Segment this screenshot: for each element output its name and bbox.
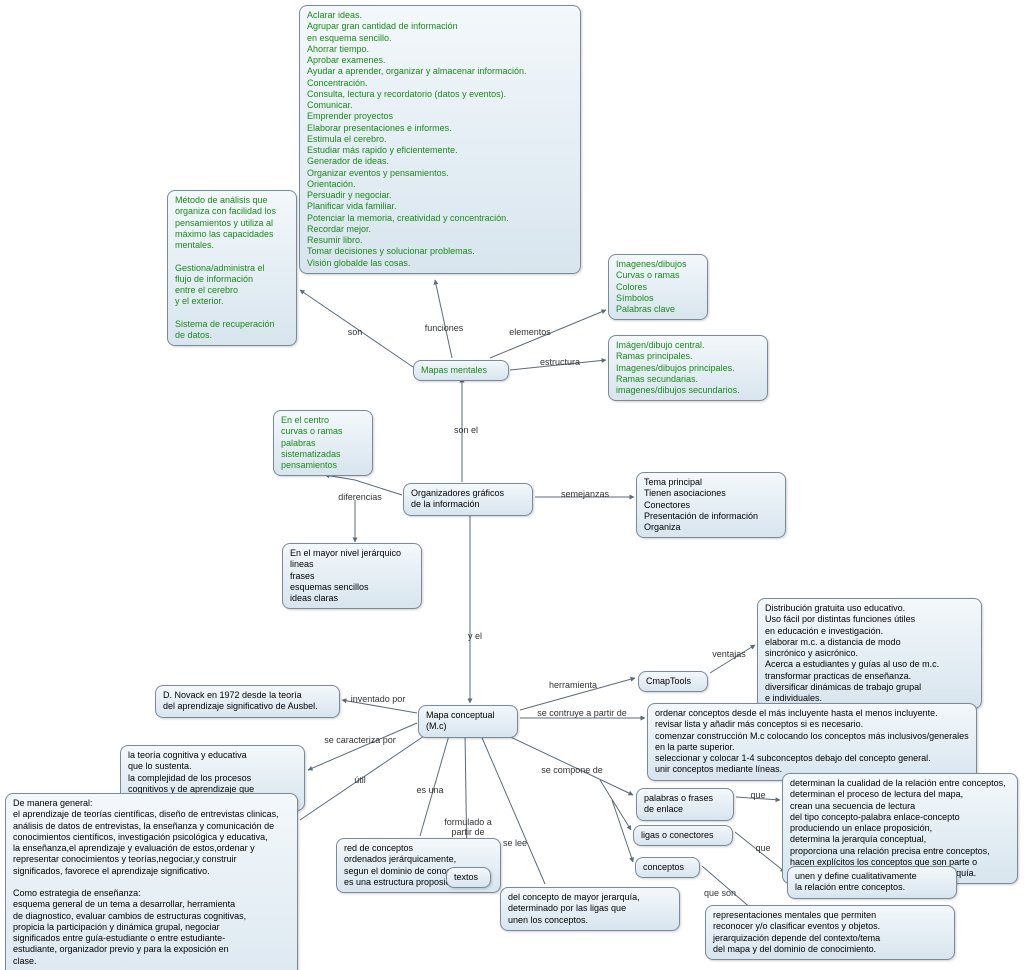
node-metodo: Método de análisis que organiza con faci… [167,190,297,346]
edge-label-0: son [348,327,363,337]
edge-label-11: se caracteriza por [324,735,396,745]
edge-label-12: útil [354,775,366,785]
node-diferencias_nivel: En el mayor nivel jerárquico lineas fras… [282,543,422,609]
node-textos: textos [446,867,491,888]
node-ligas: ligas o conectores [633,825,733,846]
node-conceptos_def: representaciones mentales que permiten r… [705,905,955,960]
edge-label-14: formulado a partir de [444,817,492,837]
node-semejanzas: Tema principal Tienen asociaciones Conec… [636,472,786,538]
edge-label-16: se compone de [541,765,603,775]
node-se_lee_det: del concepto de mayor jerarquía, determi… [500,887,680,931]
node-conceptos: conceptos [635,857,700,878]
edge-label-13: es una [416,785,443,795]
edge-label-21: ventajas [712,649,746,659]
node-diferencias_centro: En el centro curvas o ramas palabras sis… [273,410,373,476]
edge-label-9: y el [468,631,482,641]
node-cmaptools: CmapTools [638,671,708,692]
node-elementos: Imagenes/dibujos Curvas o ramas Colores … [608,254,708,320]
concept-map-canvas: Aclarar ideas. Agrupar gran cantidad de … [0,0,1024,970]
edge-label-23: que [755,843,770,853]
node-funciones: Aclarar ideas. Agrupar gran cantidad de … [299,5,581,274]
edge-label-22: que [750,790,765,800]
edge-label-5: diferencias [338,492,382,502]
edge-label-20: herramienta [549,680,597,690]
node-ventajas_cmap: Distribución gratuita uso educativo. Uso… [757,598,982,709]
node-novack: D. Novack en 1972 desde la teoría del ap… [155,685,340,718]
node-util_text: De manera general: el aprendizaje de teo… [5,793,298,970]
edge-label-2: elementos [509,327,551,337]
edge-16 [500,732,633,795]
edge-17 [600,780,631,830]
node-mapasmentales: Mapas mentales [413,360,509,381]
edge-label-8: semejanzas [561,489,609,499]
edge-label-10: inventado por [351,694,406,704]
edge-label-19: se contruye a partir de [537,708,627,718]
edge-18 [612,800,633,862]
node-mapa_conceptual: Mapa conceptual (M.c) [418,705,518,738]
node-ligas_def: unen y define cualitativamente la relaci… [787,866,957,899]
edge-label-4: son el [454,425,478,435]
edge-1 [435,280,452,358]
node-construye: ordenar conceptos desde el más incluyent… [647,703,977,781]
edge-label-24: que son [704,888,736,898]
edge-label-15: se lee [503,838,527,848]
edge-label-1: funciones [425,323,464,333]
node-estructura: Imágen/dibujo central. Ramas principales… [608,335,768,401]
node-enlace: palabras o frases de enlace [636,788,734,821]
edge-11 [308,723,417,770]
node-org_graf: Organizadores gráficos de la información [403,483,533,516]
edge-label-3: estructura [540,357,580,367]
